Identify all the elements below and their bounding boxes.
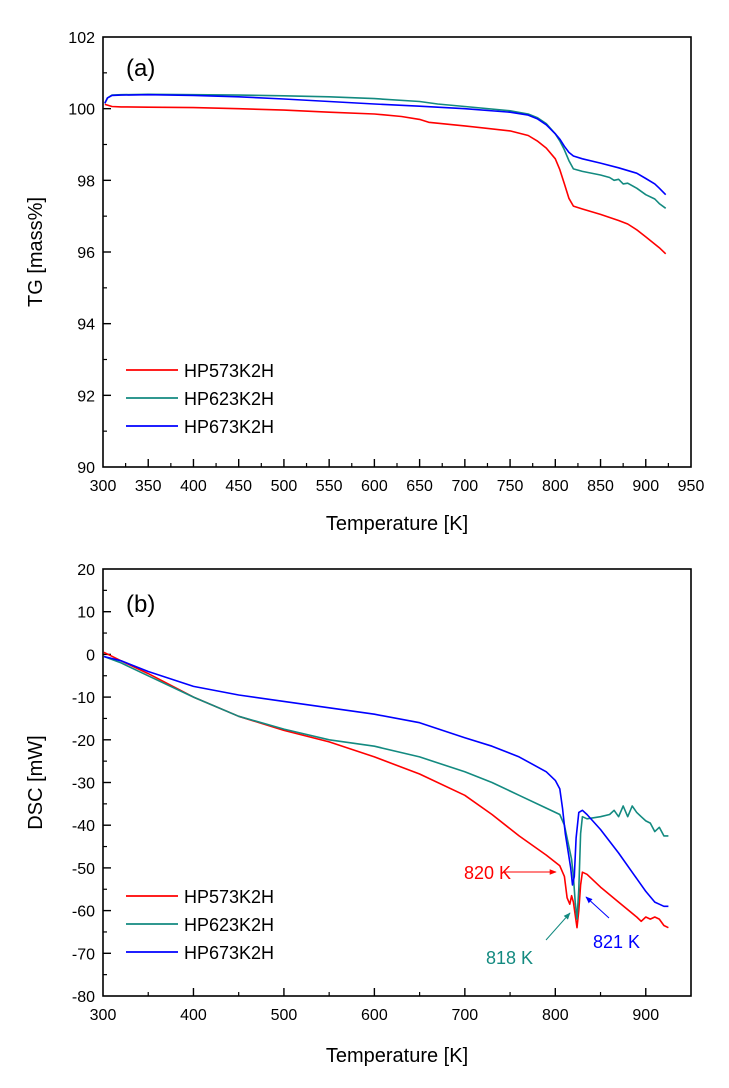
y-tick-label: 0: [86, 647, 95, 664]
tg-y-axis: 90 92 94 96 98 100 102: [68, 30, 111, 477]
annotation-arrow-hp623k2h: [545, 912, 571, 941]
legend-label-hp673k2h: HP673K2H: [184, 943, 274, 963]
x-tick-label: 400: [180, 478, 207, 495]
y-tick-label: -10: [72, 690, 95, 707]
x-tick-label: 700: [451, 478, 478, 495]
series-line-hp573k2h: [103, 651, 669, 929]
y-tick-label: 96: [77, 245, 95, 262]
series-line-hp623k2h: [103, 655, 669, 920]
y-tick-label: -70: [72, 946, 95, 963]
legend-label-hp573k2h: HP573K2H: [184, 361, 274, 381]
dsc-y-axis: -80 -70 -60 -50 -40 -30 -20 -10 0 10 20: [72, 562, 111, 1006]
y-tick-label: -50: [72, 861, 95, 878]
y-tick-label: 90: [77, 460, 95, 477]
y-tick-label: 94: [77, 317, 95, 334]
x-tick-label: 500: [271, 478, 298, 495]
x-tick-label: 800: [542, 478, 569, 495]
series-line-hp573k2h: [104, 103, 667, 255]
dsc-panel-label: (b): [126, 591, 155, 618]
dsc-chart: 300 400 500 600 700 800 900 -80 -70 -60 -50 -40 -30…: [25, 562, 692, 1067]
tg-x-axis-title: Temperature [K]: [326, 513, 468, 535]
x-tick-label: 450: [225, 478, 252, 495]
y-tick-label: 20: [77, 562, 95, 579]
legend-label-hp623k2h: HP623K2H: [184, 915, 274, 935]
annotation-label-hp573k2h: 820 K: [464, 863, 511, 883]
series-line-hp623k2h: [104, 93, 667, 209]
y-tick-label: -60: [72, 904, 95, 921]
series-line-hp673k2h: [104, 93, 667, 196]
series-line-hp673k2h: [103, 655, 669, 908]
legend-label-hp673k2h: HP673K2H: [184, 417, 274, 437]
dsc-x-axis-title: Temperature [K]: [326, 1045, 468, 1067]
x-tick-label: 600: [361, 478, 388, 495]
x-tick-label: 800: [542, 1007, 569, 1024]
x-tick-label: 550: [316, 478, 343, 495]
x-tick-label: 350: [135, 478, 162, 495]
dsc-peak-annotations: 820 K 818 K 821 K: [464, 863, 640, 968]
x-tick-label: 900: [632, 1007, 659, 1024]
y-tick-label: -40: [72, 818, 95, 835]
x-tick-label: 950: [678, 478, 705, 495]
y-tick-label: -20: [72, 733, 95, 750]
x-tick-label: 850: [587, 478, 614, 495]
tg-y-axis-title: TG [mass%]: [25, 197, 47, 307]
dsc-x-axis: 300 400 500 600 700 800 900: [90, 988, 659, 1024]
y-tick-label: 92: [77, 388, 95, 405]
tg-x-axis: 300 350 400 450 500 550 600 650 700 750 800 850 900 9…: [90, 459, 705, 495]
x-tick-label: 400: [180, 1007, 207, 1024]
tg-legend: HP573K2H HP623K2H HP673K2H: [126, 361, 274, 437]
x-tick-label: 300: [90, 478, 117, 495]
y-tick-label: -30: [72, 776, 95, 793]
x-tick-label: 600: [361, 1007, 388, 1024]
tg-series-lines: [104, 93, 667, 255]
tg-panel-label: (a): [126, 55, 155, 82]
x-tick-label: 500: [271, 1007, 298, 1024]
annotation-label-hp623k2h: 818 K: [486, 948, 533, 968]
y-tick-label: 98: [77, 173, 95, 190]
x-tick-label: 650: [406, 478, 433, 495]
dsc-legend: HP573K2H HP623K2H HP673K2H: [126, 887, 274, 963]
annotation-label-hp673k2h: 821 K: [593, 932, 640, 952]
legend-label-hp623k2h: HP623K2H: [184, 389, 274, 409]
y-tick-label: 100: [68, 102, 95, 119]
x-tick-label: 300: [90, 1007, 117, 1024]
dsc-series-lines: [103, 651, 669, 929]
legend-label-hp573k2h: HP573K2H: [184, 887, 274, 907]
x-tick-label: 750: [497, 478, 524, 495]
tg-chart: 300 350 400 450 500 550 600 650 700 750 800 850 900 9…: [25, 30, 704, 535]
y-tick-label: 10: [77, 605, 95, 622]
y-tick-label: 102: [68, 30, 95, 47]
y-tick-label: -80: [72, 989, 95, 1006]
annotation-arrow-hp673k2h: [585, 896, 610, 919]
dsc-y-axis-title: DSC [mW]: [25, 735, 47, 829]
x-tick-label: 700: [451, 1007, 478, 1024]
x-tick-label: 900: [632, 478, 659, 495]
